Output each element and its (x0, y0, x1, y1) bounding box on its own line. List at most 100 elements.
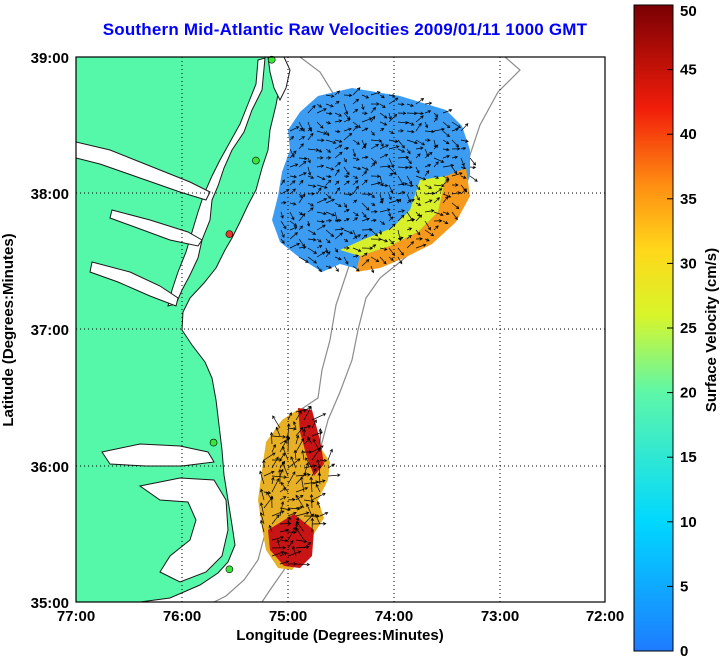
velocity-arrow (269, 431, 274, 445)
river-potomac (76, 141, 211, 201)
velocity-arrow (361, 117, 373, 123)
velocity-arrow (271, 476, 275, 485)
velocity-arrow (361, 217, 370, 222)
velocity-arrow (287, 471, 296, 485)
velocity-arrow (343, 238, 349, 242)
velocity-arrow (289, 220, 298, 227)
velocity-arrow (451, 211, 458, 221)
velocity-arrow (424, 163, 432, 168)
velocity-arrow (325, 103, 334, 108)
velocity-arrow (406, 103, 414, 107)
velocity-arrow (316, 138, 325, 142)
velocity-arrow (271, 475, 288, 479)
velocity-arrow (415, 111, 424, 116)
velocity-arrow (334, 162, 341, 168)
velocity-arrow (379, 208, 391, 213)
velocity-arrow (325, 130, 330, 137)
y-tick-label: 35:00 (31, 595, 69, 612)
velocity-arrow (387, 211, 392, 218)
velocity-arrow (379, 238, 389, 243)
velocity-arrow (311, 447, 321, 461)
velocity-arrow (397, 129, 404, 133)
velocity-arrow (415, 229, 421, 236)
colorbar-tick-label: 25 (680, 320, 697, 337)
velocity-arrow (275, 426, 281, 437)
velocity-arrow (334, 218, 342, 223)
velocity-arrow (279, 552, 288, 557)
velocity-arrow (433, 219, 443, 223)
velocity-arrow (406, 227, 413, 231)
radar-site-marker (252, 156, 260, 165)
velocity-arrow (279, 521, 292, 526)
velocity-arrow (388, 247, 396, 257)
velocity-arrow (424, 148, 429, 158)
velocity-arrow (370, 102, 380, 106)
velocity-arrow (424, 170, 430, 177)
plot-frame (75, 56, 606, 603)
velocity-arrow (361, 170, 368, 177)
velocity-arrow (324, 247, 329, 254)
x-tick-label: 77:00 (57, 608, 95, 625)
chart-title: Southern Mid-Atlantic Raw Velocities 200… (102, 20, 588, 39)
velocity-arrow (370, 218, 377, 223)
velocity-arrow (307, 229, 317, 235)
velocity-arrow (433, 112, 439, 118)
y-tick-label: 36:00 (31, 459, 69, 476)
velocity-arrow (298, 256, 309, 263)
velocity-arrow (325, 121, 332, 125)
velocity-arrow (271, 510, 285, 517)
velocity-arrow (442, 211, 450, 215)
velocity-field-south-high (268, 408, 324, 568)
velocity-arrow (424, 121, 429, 129)
velocity-arrow (352, 180, 359, 186)
velocity-arrow (343, 166, 350, 176)
velocity-arrow (388, 166, 397, 176)
velocity-arrow (307, 256, 317, 264)
colorbar-tick-label: 45 (680, 62, 697, 79)
velocity-arrow (433, 175, 439, 179)
velocity-arrow (263, 470, 275, 477)
velocity-arrow (352, 229, 358, 240)
velocity-arrow (318, 428, 323, 445)
velocity-arrow (287, 550, 302, 557)
velocity-arrow (370, 181, 382, 186)
velocity-arrow (303, 405, 312, 413)
velocity-arrow (287, 412, 292, 421)
velocity-arrow (295, 527, 305, 541)
velocity-arrow (433, 225, 439, 231)
velocity-arrow (415, 146, 424, 150)
velocity-arrow (289, 242, 301, 249)
velocity-arrow (415, 153, 421, 159)
velocity-arrow (309, 476, 313, 493)
velocity-arrow (289, 135, 294, 141)
velocity-arrow (406, 139, 418, 145)
velocity-arrow (259, 470, 265, 485)
velocity-arrow (406, 198, 415, 204)
velocity-arrow (311, 419, 317, 429)
velocity-arrow (442, 130, 450, 138)
velocity-arrow (271, 435, 287, 439)
velocity-arrow (325, 166, 335, 171)
velocity-arrow (442, 139, 450, 145)
velocity-arrow (352, 199, 358, 204)
x-axis-label: Longitude (Degrees:Minutes) (236, 627, 444, 644)
velocity-arrow (334, 187, 340, 195)
pamlico-sound (138, 477, 229, 583)
velocity-arrow (280, 220, 287, 230)
velocity-arrow (415, 98, 425, 105)
velocity-arrow (271, 514, 280, 525)
velocity-arrow (319, 511, 329, 517)
velocity-arrow (451, 155, 459, 160)
velocity-arrow (361, 211, 367, 218)
velocity-arrow (307, 127, 312, 132)
velocity-arrow (278, 468, 282, 485)
velocity-arrow (388, 216, 394, 222)
velocity-arrow (370, 244, 377, 249)
velocity-arrow (270, 495, 274, 509)
velocity-arrow (361, 234, 368, 240)
velocity-arrow (388, 139, 399, 143)
velocity-arrow (379, 220, 386, 225)
velocity-arrow (325, 111, 333, 116)
velocity-arrow (307, 192, 316, 196)
velocity-arrow (327, 473, 341, 477)
